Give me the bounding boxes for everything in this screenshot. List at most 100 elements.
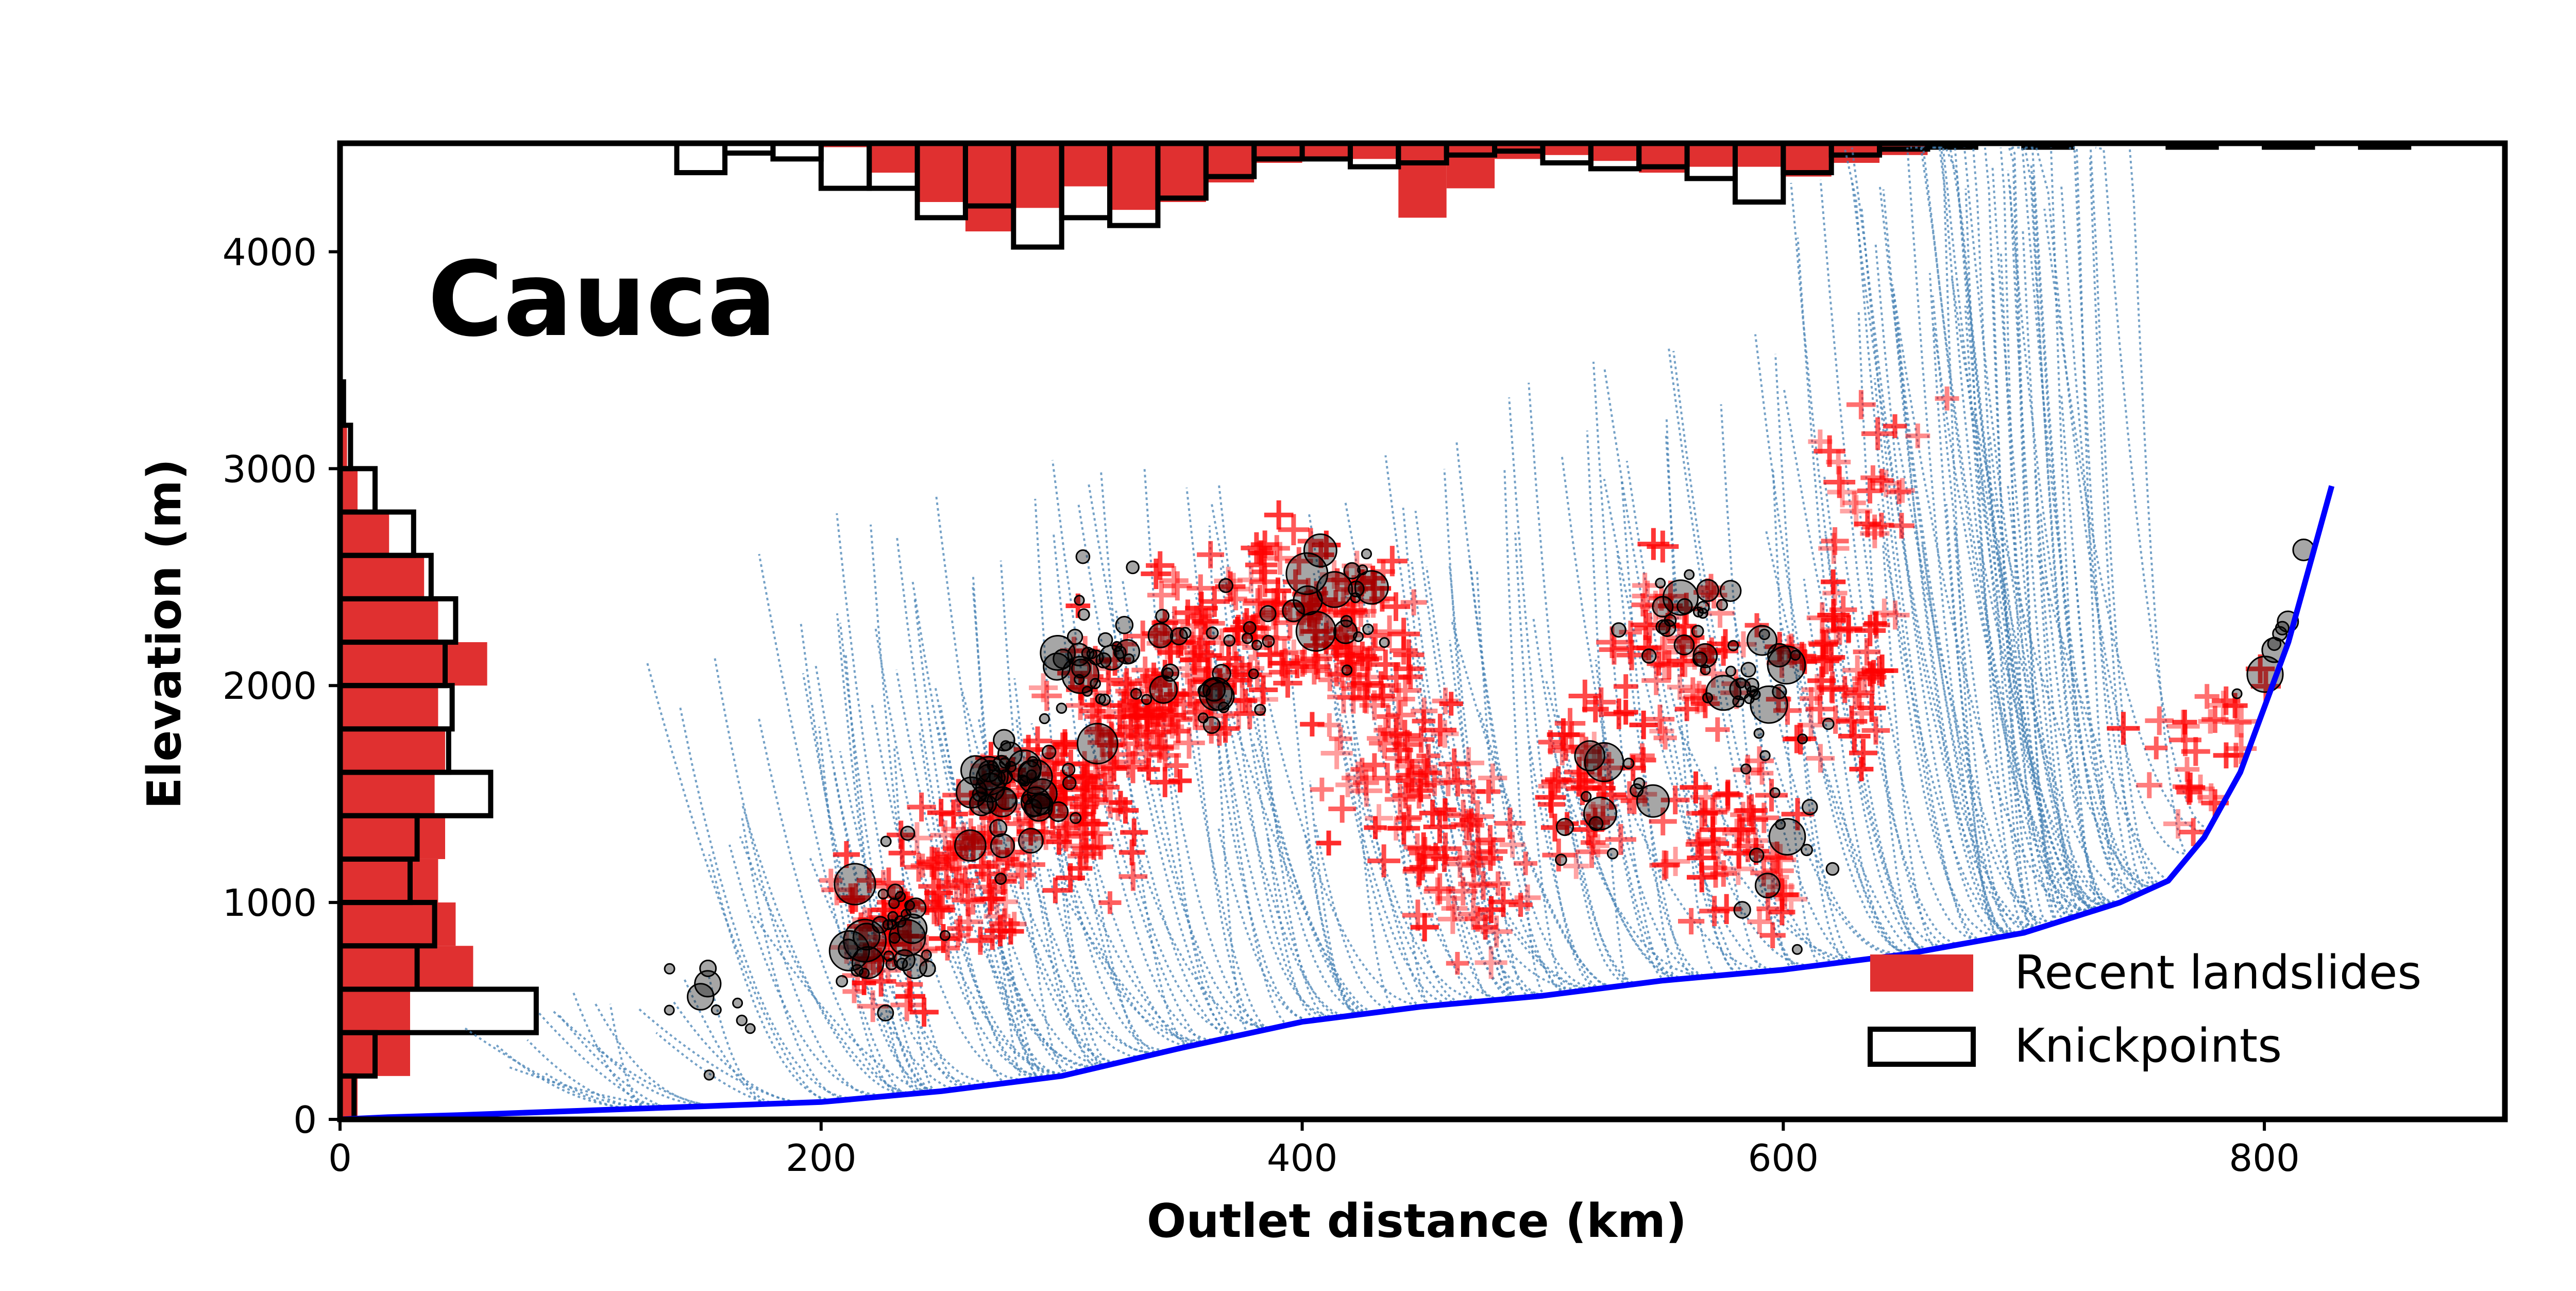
tributary-profile-53: [1015, 718, 1110, 1066]
knickpoint-marker-40: [838, 938, 859, 960]
y-tick-label-4: 4000: [223, 230, 317, 274]
hist-top-landslide-bar-15: [1543, 143, 1591, 155]
landslide-marker-388: [1127, 621, 1159, 652]
landslide-marker-404: [1278, 514, 1310, 545]
landslide-marker-435: [1250, 530, 1279, 559]
knickpoint-marker-216: [1606, 848, 1619, 860]
tributary-profile-231: [1964, 305, 2042, 928]
landslide-marker-805: [1756, 897, 1780, 920]
landslide-marker-482: [1393, 639, 1425, 670]
landslide-marker-616: [1436, 886, 1461, 911]
landslide-marker-921: [2181, 737, 2210, 766]
landslide-marker-667: [1649, 807, 1677, 835]
knickpoint-marker-100: [1147, 623, 1174, 648]
tributary-profile-173: [713, 656, 879, 1098]
landslide-marker-536: [1384, 784, 1416, 815]
knickpoint-marker-41: [896, 958, 908, 969]
tributary-profile-56: [1754, 334, 1912, 954]
landslide-marker-381: [1180, 612, 1207, 639]
knickpoint-marker-202: [1790, 649, 1801, 661]
landslide-marker-565: [1389, 719, 1421, 751]
landslide-marker-496: [1381, 592, 1411, 621]
tributary-profile-7: [683, 978, 766, 1105]
landslide-marker-914: [2163, 809, 2193, 839]
hist-left-landslide-bar-12: [340, 555, 425, 599]
landslide-marker-808: [1700, 795, 1730, 825]
knickpoint-marker-176: [1611, 622, 1626, 638]
landslide-marker-364: [1160, 703, 1193, 736]
tributary-profile-141: [1528, 382, 1635, 985]
tributary-profile-150: [1757, 615, 1907, 955]
tributary-profile-79: [1978, 467, 2077, 917]
knickpoint-marker-36: [904, 900, 916, 911]
landslide-marker-791: [1767, 873, 1795, 901]
landslide-marker-638: [1431, 845, 1458, 873]
landslide-marker-554: [1410, 697, 1438, 725]
knickpoint-marker-32: [887, 911, 899, 923]
tributary-profile-112: [1455, 440, 1602, 990]
tributary-profile-20: [1797, 237, 1910, 954]
tributary-profile-134: [1208, 525, 1250, 1034]
landslide-marker-924: [2175, 773, 2206, 803]
landslide-marker-108: [1042, 877, 1069, 903]
knickpoint-marker-193: [1727, 640, 1739, 651]
knickpoint-marker-37: [939, 930, 951, 941]
knickpoint-marker-13: [877, 1004, 894, 1021]
landslide-marker-480: [1300, 712, 1325, 736]
hist-left-landslide-bar-10: [340, 642, 487, 686]
landslide-marker-573: [1431, 719, 1459, 748]
knickpoint-marker-89: [1048, 801, 1069, 823]
tributary-profile-66: [739, 836, 913, 1095]
landslide-marker-689: [1554, 708, 1586, 739]
knickpoint-marker-200: [1740, 763, 1752, 775]
tributary-profile-96: [2039, 512, 2116, 905]
tributary-profile-228: [2073, 146, 2124, 902]
landslide-marker-900: [2172, 710, 2197, 735]
tributary-profile-19: [1077, 505, 1233, 1038]
knickpoint-marker-224: [1825, 862, 1840, 876]
tributary-profile-156: [1324, 643, 1458, 1004]
hist-left-landslide-bar-9: [340, 685, 438, 729]
landslide-marker-84: [901, 822, 933, 854]
tributary-profile-21: [1508, 397, 1601, 990]
knickpoint-marker-92: [1066, 629, 1083, 645]
knickpoint-marker-168: [1673, 634, 1695, 656]
landslide-marker-668: [1580, 808, 1610, 837]
landslide-marker-911: [2136, 772, 2163, 798]
knickpoint-marker-189: [1758, 628, 1770, 641]
knickpoint-marker-47: [1062, 776, 1077, 791]
landslide-marker-909: [2197, 783, 2225, 812]
landslide-marker-315: [1121, 688, 1149, 715]
landslide-marker-611: [1441, 895, 1468, 922]
landslide-marker-136: [924, 878, 953, 908]
knickpoint-marker-210: [1636, 784, 1670, 818]
y-axis-label: Elevation (m): [138, 459, 192, 809]
landslide-marker-589: [1407, 784, 1431, 809]
tributary-profile-243: [2032, 173, 2142, 894]
landslide-marker-33: [867, 870, 900, 903]
landslide-marker-602: [1458, 898, 1489, 930]
knickpoint-marker-0: [694, 970, 722, 998]
landslide-marker-687: [1586, 687, 1616, 717]
knickpoint-marker-132: [1259, 605, 1277, 623]
knickpoint-marker-144: [1197, 684, 1211, 697]
landslide-marker-418: [1264, 500, 1294, 530]
knickpoint-marker-44: [888, 897, 900, 909]
landslide-marker-50: [909, 997, 939, 1027]
tributary-profile-175: [595, 1043, 720, 1107]
tributary-profile-26: [1772, 470, 1823, 966]
knickpoint-marker-205: [1747, 625, 1777, 656]
landslide-marker-525: [1338, 599, 1370, 632]
hist-top-landslide-bar-4: [1013, 143, 1062, 208]
landslide-marker-838: [1836, 706, 1868, 737]
knickpoint-marker-226: [1775, 819, 1786, 830]
landslide-marker-387: [1146, 551, 1175, 580]
landslide-marker-443: [1261, 624, 1291, 653]
landslide-marker-774: [1759, 922, 1786, 949]
knickpoint-marker-229: [1802, 799, 1818, 815]
landslide-marker-526: [1387, 617, 1420, 650]
hist-left-landslide-bar-2: [340, 989, 410, 1033]
knickpoint-marker-181: [1664, 614, 1677, 627]
main-stem-profile: [340, 485, 2335, 1122]
